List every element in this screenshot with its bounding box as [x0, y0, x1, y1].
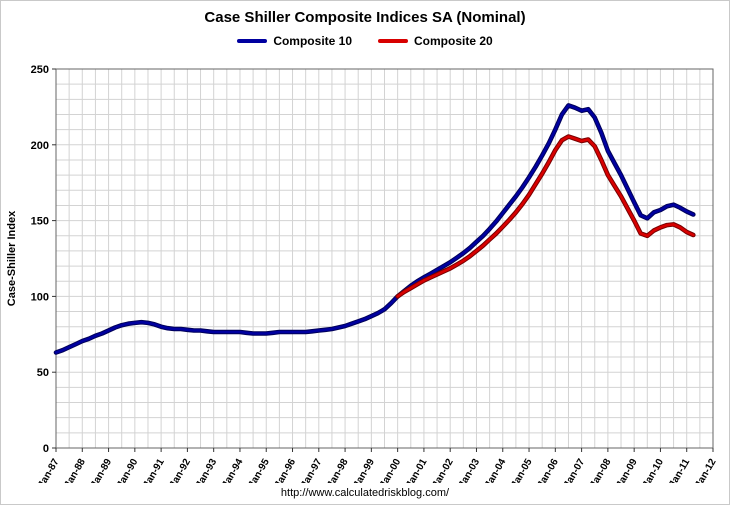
x-tick-label: Jan-06	[536, 457, 562, 483]
x-tick-label: Jan-00	[378, 457, 404, 483]
y-tick-label: 150	[31, 216, 49, 228]
x-tick-label: Jan-95	[246, 457, 272, 483]
legend-label-composite-10: Composite 10	[273, 34, 352, 48]
x-tick-label: Jan-11	[667, 457, 692, 483]
y-tick-label: 50	[37, 367, 49, 379]
x-tick-label: Jan-96	[273, 457, 299, 483]
plot-area: 0 50 100 150 200 250 Jan-87 Jan-88 Jan-89 Jan-90 J…	[1, 55, 729, 483]
y-tick-label: 250	[31, 64, 49, 76]
x-tick-label: Jan-07	[562, 457, 588, 483]
x-tick-label: Jan-03	[457, 457, 483, 483]
y-axis-title: Case-Shiller Index	[6, 210, 18, 306]
source-url: http://www.calculatedriskblog.com/	[280, 487, 450, 499]
y-tick-label: 100	[31, 291, 49, 303]
x-tick-label: Jan-02	[430, 457, 456, 483]
x-tick-label: Jan-92	[168, 457, 194, 483]
x-tick-label: Jan-89	[89, 457, 115, 483]
x-tick-label: Jan-94	[220, 457, 246, 483]
gridlines	[55, 68, 714, 449]
series-line-composite-20	[396, 135, 695, 298]
x-tick-label: Jan-93	[194, 457, 220, 483]
x-tick-label: Jan-87	[36, 457, 62, 483]
x-tick-label: Jan-04	[483, 457, 509, 483]
x-tick-label: Jan-99	[352, 457, 378, 483]
x-tick-label: Jan-09	[614, 457, 640, 483]
legend-swatch-composite-10	[237, 39, 268, 43]
x-tick-label: Jan-12	[693, 457, 719, 483]
x-tick-label: Jan-88	[63, 457, 89, 483]
y-tick-label: 0	[43, 443, 49, 455]
legend-item-composite-20: Composite 20	[378, 34, 493, 48]
x-tick-label: Jan-01	[404, 457, 430, 483]
chart-title: Case Shiller Composite Indices SA (Nomin…	[204, 9, 526, 26]
legend-swatch-composite-20	[378, 39, 408, 43]
y-axis: 0 50 100 150 200 250	[31, 64, 56, 455]
x-tick-label: Jan-97	[299, 457, 325, 483]
legend: Composite 10 Composite 20	[1, 32, 729, 50]
series-line-composite-10	[54, 104, 695, 354]
plot-border	[55, 68, 714, 449]
x-tick-label: Jan-91	[141, 457, 167, 483]
x-axis: Jan-87 Jan-88 Jan-89 Jan-90 Jan-91 Jan-92 Jan-…	[36, 448, 719, 483]
legend-item-composite-10: Composite 10	[237, 34, 352, 48]
x-tick-label: Jan-05	[509, 457, 535, 483]
legend-label-composite-20: Composite 20	[414, 34, 493, 48]
x-tick-label: Jan-10	[641, 457, 667, 483]
x-tick-label: Jan-90	[115, 457, 141, 483]
y-tick-label: 200	[31, 140, 49, 152]
x-tick-label: Jan-08	[588, 457, 614, 483]
x-tick-label: Jan-98	[325, 457, 351, 483]
